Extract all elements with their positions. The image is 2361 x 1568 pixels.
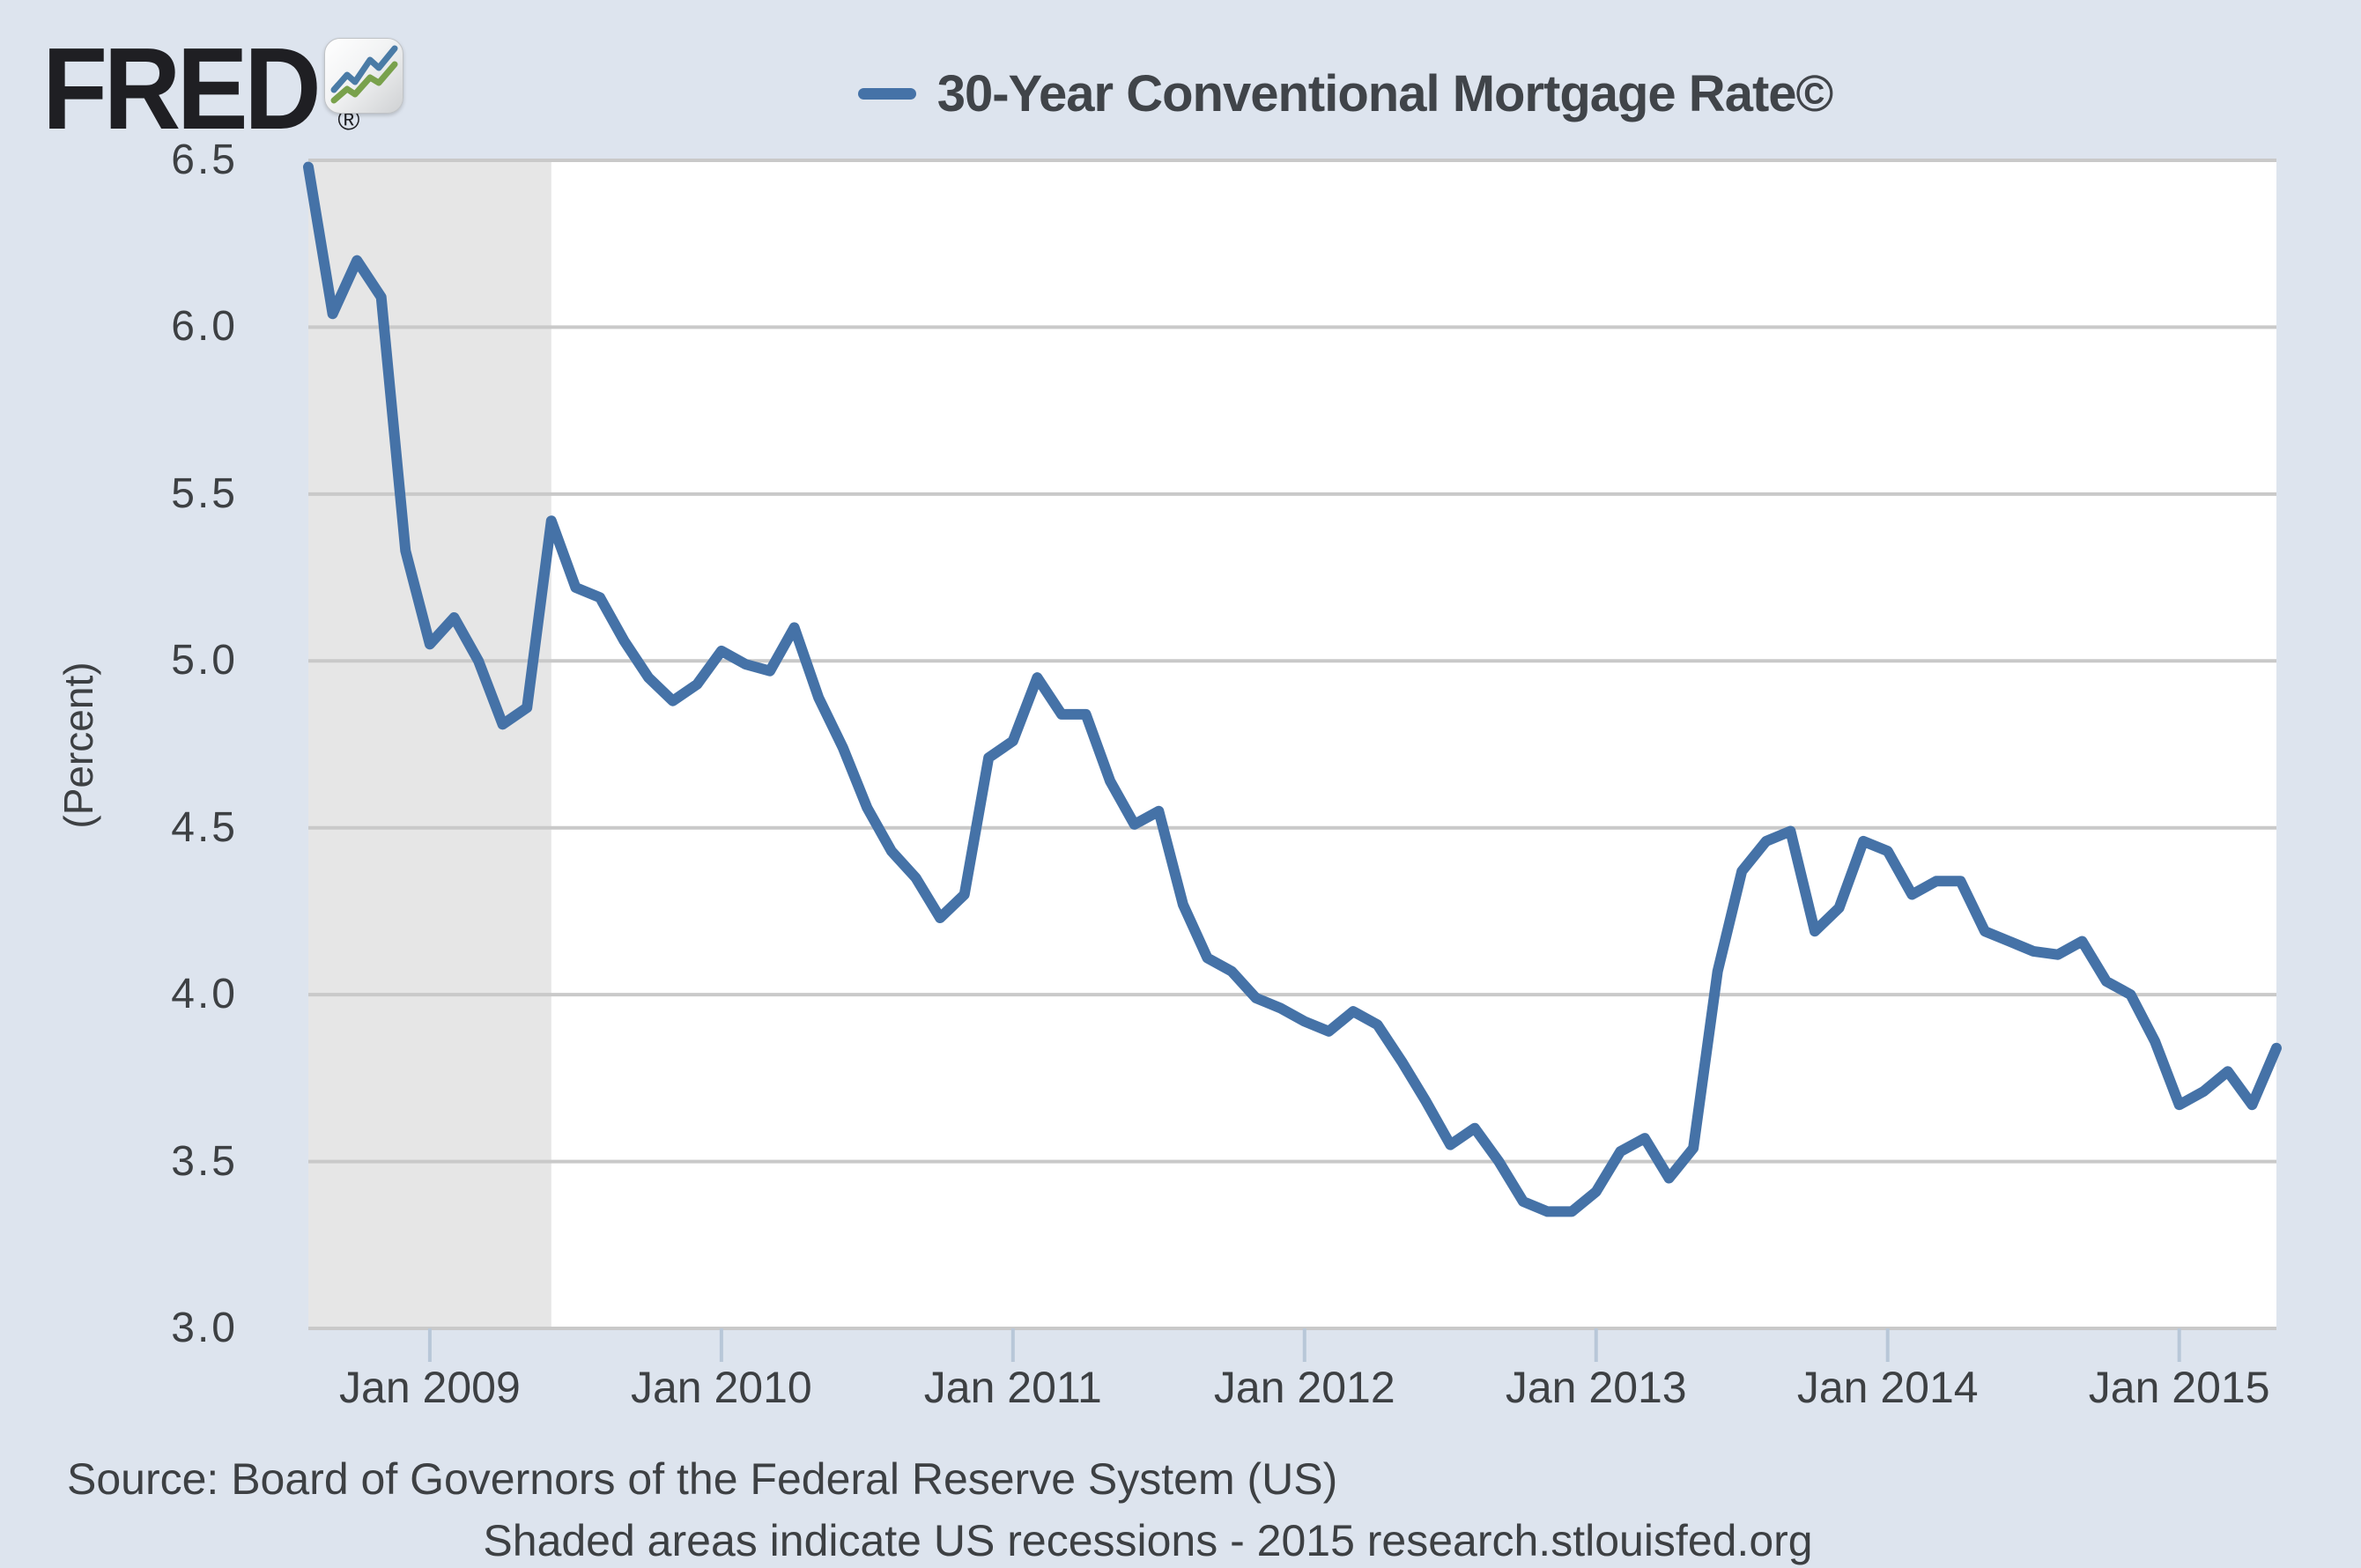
fred-logo-text: FRED [42,24,322,153]
sparkline-graphic [330,45,398,104]
y-tick-label: 4.0 [171,971,238,1018]
x-tick-label: Jan 2011 [923,1363,1102,1412]
x-tick-label: Jan 2010 [630,1363,812,1412]
source-attribution: Source: Board of Governors of the Federa… [67,1454,1338,1504]
y-tick-label: 5.5 [171,470,238,517]
y-tick-label: 3.5 [171,1137,238,1185]
fred-sparkline-icon [324,38,403,114]
x-tick-label: Jan 2012 [1213,1363,1395,1412]
recession-note: Shaded areas indicate US recessions - 20… [483,1516,1813,1565]
y-tick-label: 4.5 [171,803,238,851]
plot-area[interactable] [303,159,2282,1362]
y-tick-label: 6.0 [171,303,238,351]
y-tick-label: 3.0 [171,1305,238,1351]
chart-legend: 30-Year Conventional Mortgage Rate© [308,58,2276,129]
y-tick-label: 5.0 [171,637,238,684]
x-tick-label: Jan 2013 [1505,1363,1687,1412]
x-tick-label: Jan 2015 [2088,1363,2270,1412]
chart-title: 30-Year Conventional Mortgage Rate© [936,64,1834,122]
mortgage-rate-series-line[interactable] [303,161,2282,1217]
line-chart[interactable] [303,159,2282,1362]
y-tick-label: 6.5 [171,137,238,183]
x-tick-label: Jan 2009 [339,1363,521,1412]
x-tick-label: Jan 2014 [1796,1363,1979,1412]
series-color-swatch[interactable] [857,87,916,100]
recession-shading-band [308,160,551,1328]
